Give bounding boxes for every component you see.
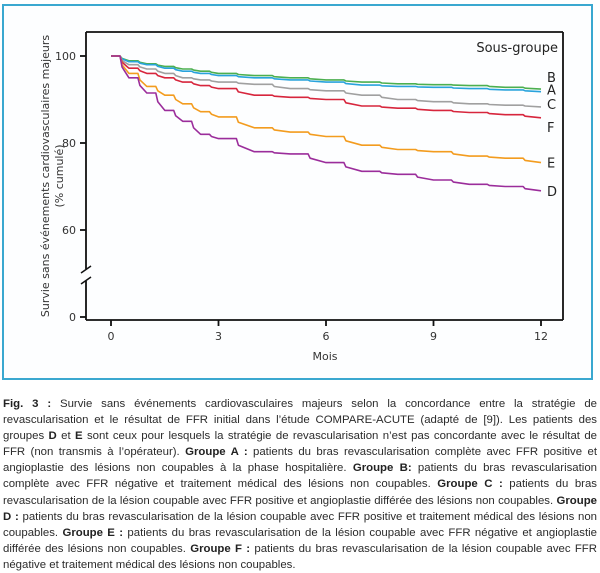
caption-groupe-f-label: Groupe F :	[190, 542, 251, 555]
caption-groupe-b-text: patients du bras revascularisation compl…	[3, 462, 597, 491]
x-tick-label: 6	[323, 330, 330, 343]
caption-groupe-a-text: patients du bras revascularisation compl…	[3, 446, 597, 475]
caption-fig-label: Fig. 3 :	[3, 398, 52, 410]
x-axis-label: Mois	[312, 350, 337, 363]
x-tick-label: 9	[430, 330, 437, 343]
series-label-d: D	[547, 185, 557, 200]
figure-frame	[2, 4, 593, 380]
series-line-a	[111, 55, 542, 93]
series-line-b	[111, 55, 542, 90]
axis-break-mark	[80, 265, 92, 274]
y-tick-label: 60	[62, 224, 76, 237]
caption-groupe-b-label: Groupe B:	[352, 462, 412, 475]
caption-groupe-a-label: Groupe A :	[185, 446, 248, 459]
legend-title: Sous-groupe	[476, 41, 558, 56]
series-label-b: B	[547, 71, 556, 86]
y-tick-label: 100	[55, 50, 76, 63]
caption-groupe-d-text: patients du bras revascularisation de la…	[3, 510, 598, 539]
series-label-a: A	[547, 84, 556, 99]
series-line-e	[111, 55, 542, 164]
caption-groupe-d-label: Groupe D :	[3, 494, 597, 523]
caption-group-d: D	[48, 430, 57, 443]
x-tick-label: 12	[534, 330, 548, 343]
series-line-c	[111, 55, 542, 108]
series-label-f: F	[547, 121, 554, 136]
caption-group-e: E	[75, 430, 83, 443]
axes	[80, 31, 564, 321]
caption-text: Survie sans événements cardiovasculaires…	[3, 398, 597, 443]
figure-caption: Fig. 3 : Survie sans événements cardiova…	[3, 396, 597, 573]
caption-groupe-c-label: Groupe C :	[437, 478, 503, 491]
y-axis-label: Survie sans événements cardiovasculaires…	[39, 35, 52, 318]
caption-groupe-c-text: patients du bras revascularisation de la…	[3, 478, 597, 507]
caption-text: et	[56, 430, 75, 443]
x-ticks: 0 3 6 9 12	[108, 320, 548, 343]
series-label-c: C	[547, 98, 556, 113]
caption-groupe-e-label: Groupe E :	[62, 526, 124, 539]
x-tick-label: 0	[108, 330, 115, 343]
y-tick-label: 0	[69, 311, 76, 324]
y-axis-label-unit: (% cumulé)	[53, 144, 66, 207]
axis-break-mark	[80, 276, 92, 285]
caption-groupe-e-text: patients du bras revascularisation de la…	[3, 526, 597, 555]
caption-text: sont ceux pour lesquels la stratégie de …	[3, 430, 597, 459]
y-ticks: 0 60 80 100	[55, 50, 86, 324]
y-tick-label: 80	[62, 137, 76, 150]
x-tick-label: 3	[215, 330, 222, 343]
series-line-d	[111, 55, 542, 192]
series-label-e: E	[547, 157, 555, 172]
series-line-f	[111, 55, 542, 119]
series-lines	[111, 55, 542, 192]
